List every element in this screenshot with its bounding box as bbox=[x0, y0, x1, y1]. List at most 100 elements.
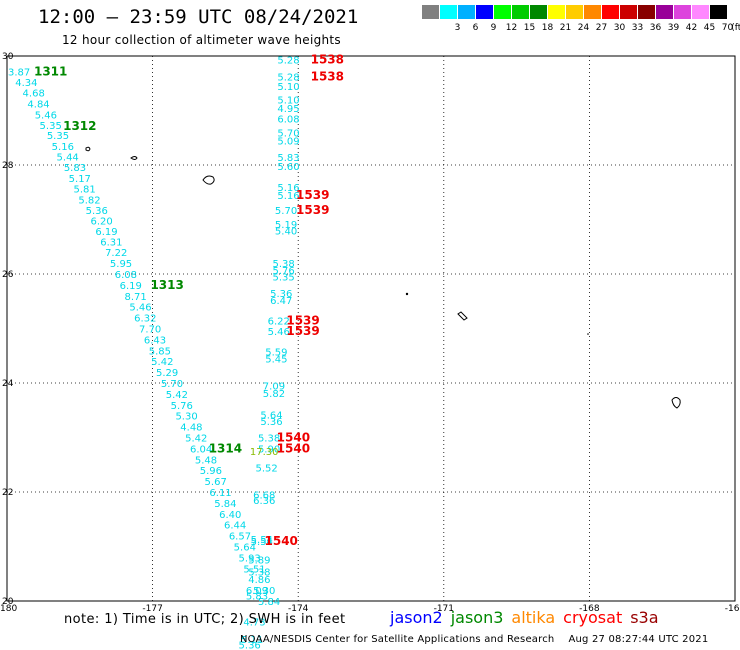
wave-height-value: 5.36 bbox=[270, 289, 292, 300]
island-outline bbox=[85, 146, 91, 152]
wave-height-value: 5.59 bbox=[265, 347, 287, 358]
wave-height-value: 4.95 bbox=[277, 104, 299, 115]
wave-height-value: 5.93 bbox=[239, 553, 261, 564]
wave-height-value: 6.20 bbox=[91, 217, 113, 228]
wave-height-value: 7.09 bbox=[263, 382, 285, 393]
wave-height-value: 5.36 bbox=[239, 641, 261, 650]
page-title: 12:00 – 23:59 UTC 08/24/2021 bbox=[38, 6, 359, 28]
x-tick-label: -180 bbox=[0, 604, 17, 614]
wave-height-value: 5.38 bbox=[258, 434, 280, 445]
pass-time-label: 1540 bbox=[277, 431, 310, 445]
pass-time-label: 1539 bbox=[296, 203, 329, 217]
pass-time-label: 1539 bbox=[296, 188, 329, 202]
y-tick-label: 30 bbox=[2, 52, 14, 62]
wave-height-value: 5.46 bbox=[129, 303, 151, 314]
legend-label: 30 bbox=[613, 23, 626, 33]
wave-height-value: 4.68 bbox=[23, 89, 45, 100]
wave-height-value: 5.16 bbox=[277, 183, 299, 194]
wave-height-value: 6.36 bbox=[253, 496, 275, 507]
wave-height-value: 5.83 bbox=[64, 163, 86, 174]
x-tick-label: -165 bbox=[725, 604, 740, 614]
wave-height-value: 5.36 bbox=[260, 417, 282, 428]
wave-height-value: 6.22 bbox=[268, 316, 290, 327]
legend-label: 70 bbox=[721, 23, 734, 33]
wave-height-value: 4.84 bbox=[27, 99, 49, 110]
wave-height-value: 6.08 bbox=[277, 115, 299, 126]
wave-height-value: 7.70 bbox=[139, 325, 161, 336]
wave-height-value: 6.31 bbox=[100, 237, 122, 248]
legend-swatch bbox=[494, 5, 511, 19]
wave-height-value: 5.82 bbox=[263, 389, 285, 400]
wave-height-value: 5.16 bbox=[52, 142, 74, 153]
legend-swatch bbox=[638, 5, 655, 19]
y-tick-label: 24 bbox=[2, 379, 14, 389]
legend-label: 27 bbox=[595, 23, 608, 33]
wave-height-value: 6.40 bbox=[219, 510, 241, 521]
island-outline bbox=[130, 156, 138, 160]
legend-label: 24 bbox=[577, 23, 590, 33]
wave-height-value: 4.48 bbox=[180, 423, 202, 434]
wave-height-value: 6.68 bbox=[253, 491, 275, 502]
legend-swatch bbox=[710, 5, 727, 19]
x-tick-label: -174 bbox=[288, 604, 309, 614]
pass-time-label: 1539 bbox=[286, 313, 319, 327]
wave-height-value: 5.84 bbox=[214, 499, 236, 510]
legend-label: 15 bbox=[523, 23, 536, 33]
wave-height-value: 5.40 bbox=[275, 226, 297, 237]
wave-height-value: 5.76 bbox=[171, 401, 193, 412]
wave-height-value: 5.60 bbox=[277, 162, 299, 173]
y-tick-label: 28 bbox=[2, 161, 14, 171]
wave-height-value: 8.71 bbox=[124, 292, 146, 303]
wave-height-value: 5.54 bbox=[251, 535, 273, 546]
wave-height-value: 5.95 bbox=[110, 259, 132, 270]
y-tick-label: 22 bbox=[2, 488, 13, 498]
wave-height-value: 5.84 bbox=[258, 597, 280, 608]
island-dot bbox=[405, 292, 409, 296]
wave-height-value: 5.42 bbox=[151, 357, 173, 368]
legend-swatch bbox=[602, 5, 619, 19]
wave-height-value: 5.42 bbox=[185, 434, 207, 445]
satellite-name: jason3 bbox=[450, 608, 504, 627]
wave-height-value: 5.09 bbox=[277, 136, 299, 147]
legend-swatch bbox=[674, 5, 691, 19]
wave-height-value: 5.90 bbox=[258, 444, 280, 455]
wave-height-value: 5.19 bbox=[275, 220, 297, 231]
legend-label: 9 bbox=[490, 23, 497, 33]
legend-swatch bbox=[566, 5, 583, 19]
wave-height-value: 5.70 bbox=[161, 379, 183, 390]
wave-height-value: 5.64 bbox=[260, 411, 282, 422]
legend-label: 3 bbox=[454, 23, 461, 33]
pass-time-label: 1313 bbox=[150, 278, 183, 292]
legend-swatch bbox=[692, 5, 709, 19]
wave-height-value: 5.46 bbox=[35, 110, 57, 121]
wave-height-value: 6.11 bbox=[209, 488, 231, 499]
x-tick-label: -171 bbox=[434, 604, 454, 614]
legend-swatch bbox=[440, 5, 457, 19]
wave-height-value: 5.35 bbox=[47, 131, 69, 142]
wave-height-value: 5.17 bbox=[69, 174, 91, 185]
wave-height-value: 5.89 bbox=[248, 556, 270, 567]
island-outline bbox=[671, 397, 681, 409]
wave-height-value: 5.28 bbox=[277, 55, 299, 66]
island-outline bbox=[202, 175, 215, 185]
wave-height-value: 5.30 bbox=[253, 586, 275, 597]
legend-label: 36 bbox=[649, 23, 662, 33]
credit-text: NOAA/NESDIS Center for Satellite Applica… bbox=[240, 634, 555, 645]
wave-height-value: 5.16 bbox=[277, 191, 299, 202]
wave-height-value: 5.38 bbox=[273, 259, 295, 270]
pass-time-label: 1538 bbox=[311, 70, 344, 84]
wave-height-value: 5.10 bbox=[277, 96, 299, 107]
legend-label: 42 bbox=[685, 23, 698, 33]
satellite-name: s3a bbox=[630, 608, 659, 627]
wave-height-value: 5.51 bbox=[243, 564, 265, 575]
wave-height-value: 5.45 bbox=[265, 354, 287, 365]
satellite-name: cryosat bbox=[563, 608, 623, 627]
wave-height-value: 5.28 bbox=[277, 73, 299, 84]
wave-height-value: 5.29 bbox=[156, 368, 178, 379]
legend-label: 33 bbox=[631, 23, 644, 33]
page-subtitle: 12 hour collection of altimeter wave hei… bbox=[62, 33, 341, 47]
wave-height-value: 5.83 bbox=[277, 153, 299, 164]
wave-height-value: 3.87 bbox=[8, 67, 30, 78]
wave-height-value: 5.44 bbox=[57, 152, 79, 163]
